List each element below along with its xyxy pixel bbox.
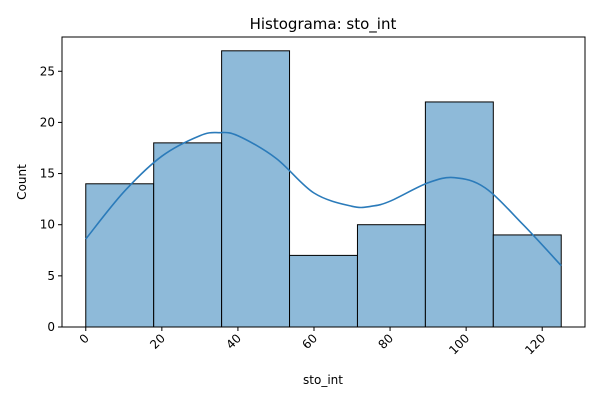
y-tick-label: 20 bbox=[40, 115, 55, 129]
x-tick-label: 120 bbox=[522, 331, 548, 357]
y-tick-label: 5 bbox=[47, 269, 55, 283]
y-axis-title: Count bbox=[15, 164, 29, 200]
x-axis: 0 20 40 60 80 100 120 bbox=[77, 327, 548, 357]
kde-curve bbox=[85, 131, 562, 267]
x-tick-label: 40 bbox=[223, 331, 244, 352]
chart-title: Histograma: sto_int bbox=[250, 15, 397, 34]
y-tick-label: 15 bbox=[40, 167, 55, 181]
x-tick-label: 20 bbox=[147, 331, 168, 352]
y-tick-label: 25 bbox=[40, 64, 55, 78]
histogram-bar bbox=[153, 142, 223, 328]
x-tick-label: 0 bbox=[77, 331, 92, 346]
histogram-bar bbox=[492, 234, 562, 328]
histogram-bar bbox=[289, 254, 358, 328]
y-axis: 0 5 10 15 20 25 bbox=[40, 64, 62, 334]
x-tick-label: 100 bbox=[446, 331, 472, 357]
y-tick-label: 10 bbox=[40, 218, 55, 232]
histogram-bar bbox=[221, 50, 291, 328]
bars-group bbox=[85, 50, 562, 328]
plot-frame bbox=[61, 36, 586, 328]
x-axis-title: sto_int bbox=[303, 373, 343, 387]
x-tick-label: 80 bbox=[375, 331, 396, 352]
histogram-bar bbox=[85, 183, 155, 328]
kde-group bbox=[85, 131, 562, 267]
histogram-bar bbox=[424, 101, 494, 328]
x-tick-label: 60 bbox=[299, 331, 320, 352]
y-tick-label: 0 bbox=[47, 320, 55, 334]
histogram-bar bbox=[356, 224, 426, 328]
